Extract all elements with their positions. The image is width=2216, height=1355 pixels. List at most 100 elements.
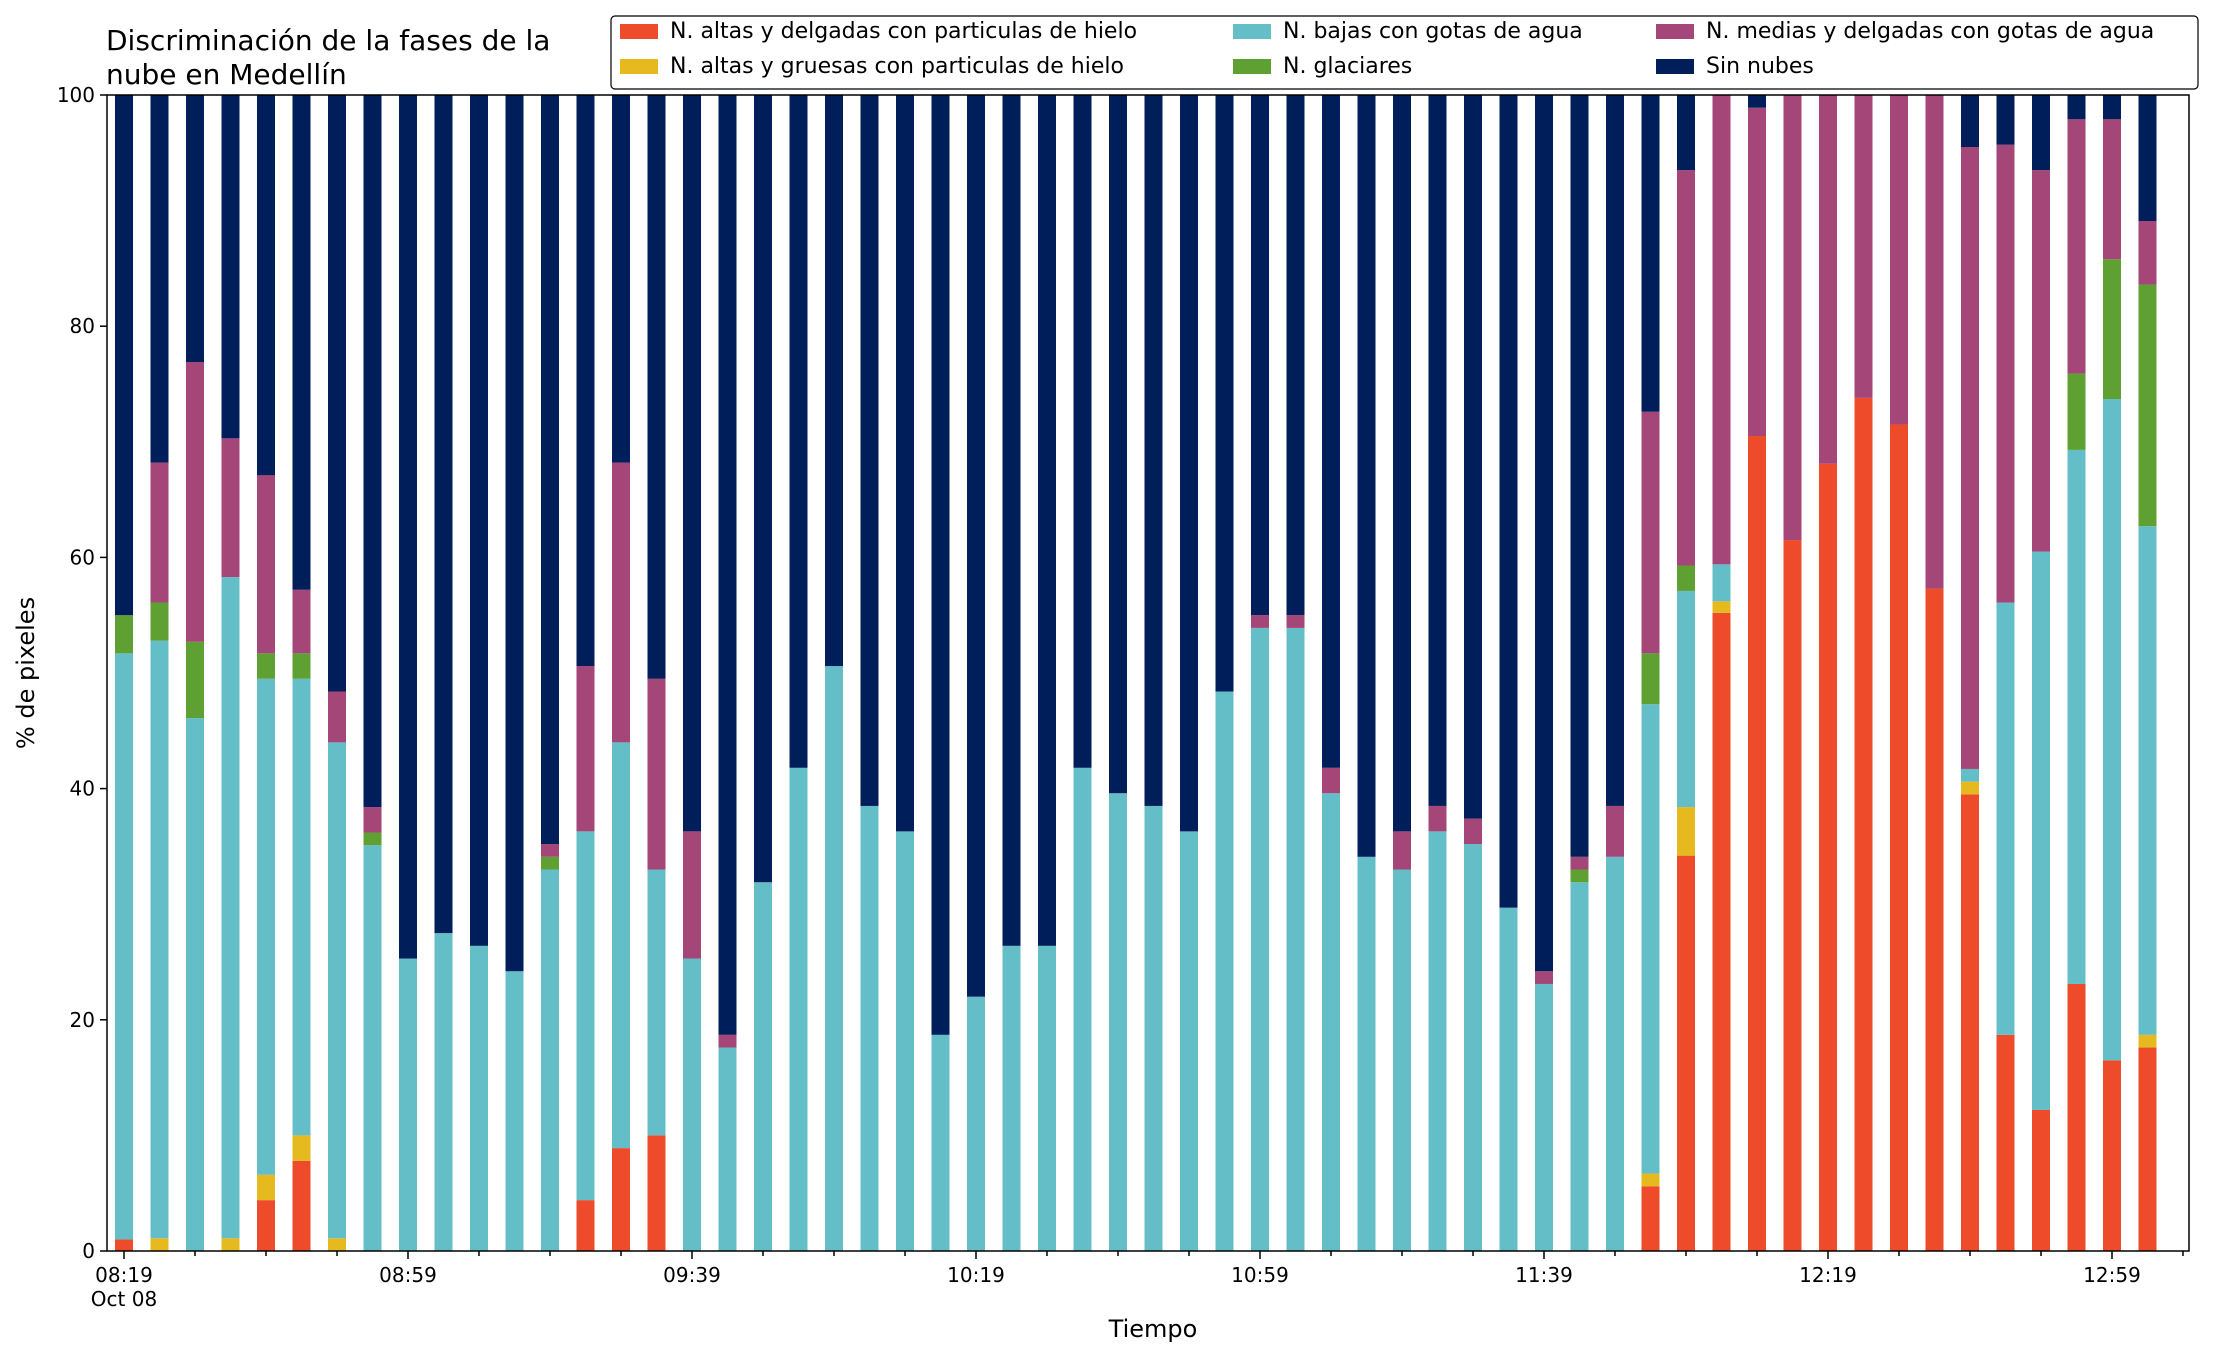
bar-segment-4-57 [2138, 221, 2157, 285]
y-tick-label: 40 [70, 777, 95, 801]
bar-segment-4-14 [612, 462, 630, 743]
bar-segment-5-8 [399, 95, 417, 959]
bar-segment-5-28 [1109, 95, 1127, 794]
bar-segment-2-53 [1996, 602, 2015, 1035]
bar-segment-4-6 [328, 691, 346, 743]
bar-segment-0-5 [292, 1160, 311, 1251]
bar-segment-5-55 [2067, 95, 2086, 120]
bar-segment-2-44 [1677, 590, 1695, 808]
bar-segment-2-6 [328, 742, 346, 1239]
bar-segment-5-5 [292, 95, 311, 590]
bar-segment-4-37 [1428, 805, 1447, 832]
y-tick-label: 80 [70, 314, 95, 338]
bar-segment-2-55 [2067, 449, 2086, 984]
bar-segment-3-2 [186, 641, 204, 719]
legend-entry: N. altas y gruesas con particulas de hie… [670, 54, 1124, 79]
bar-segment-2-19 [789, 767, 808, 1251]
bar-segment-5-3 [221, 95, 240, 439]
bar-segment-0-46 [1748, 436, 1766, 1251]
bar-segment-2-29 [1144, 805, 1163, 1251]
bar-segment-3-44 [1677, 565, 1695, 591]
bar-segment-3-57 [2138, 284, 2157, 527]
bar-segment-2-24 [967, 996, 985, 1251]
bar-segment-4-48 [1819, 95, 1837, 464]
x-tick-label: 11:39 [1515, 1263, 1573, 1287]
x-tick-label: 08:19 [95, 1263, 153, 1287]
bar-segment-4-32 [1251, 615, 1269, 628]
bar-segment-0-50 [1890, 424, 1908, 1252]
bar-segment-2-2 [186, 718, 204, 1251]
bar-segment-5-52 [1961, 95, 1979, 148]
bar-segment-4-49 [1854, 95, 1873, 398]
bar-segment-4-15 [647, 678, 666, 870]
bar-segment-0-14 [612, 1148, 630, 1251]
bar-segment-5-0 [115, 95, 133, 616]
bar-segment-5-42 [1606, 95, 1624, 806]
bar-segment-5-1 [150, 95, 169, 463]
x-tick-sublabel: Oct 08 [91, 1287, 157, 1311]
bar-segment-5-15 [647, 95, 666, 679]
bar-segment-2-27 [1073, 767, 1092, 1251]
bar-segment-2-13 [576, 831, 595, 1201]
legend-swatch [620, 24, 658, 39]
bar-segment-2-54 [2032, 551, 2050, 1110]
chart-title-line-1: Discriminación de la fases de la [106, 24, 550, 57]
bar-segment-0-13 [576, 1200, 595, 1251]
bar-segment-0-54 [2032, 1109, 2050, 1251]
bar-segment-5-27 [1073, 95, 1092, 768]
legend-swatch [1233, 24, 1271, 39]
bar-segment-2-12 [541, 869, 559, 1251]
chart-title: Discriminación de la fases de la nube en… [106, 24, 550, 91]
bar-segment-0-55 [2067, 983, 2086, 1251]
bar-segment-5-24 [967, 95, 985, 997]
bar-segment-4-1 [150, 462, 169, 603]
bar-segment-2-37 [1428, 831, 1447, 1251]
bar-segment-5-4 [257, 95, 275, 476]
bar-segment-5-18 [754, 95, 772, 883]
bar-segment-5-38 [1464, 95, 1482, 819]
bar-segment-4-47 [1783, 95, 1802, 541]
y-tick-label: 0 [82, 1239, 95, 1263]
bar-segment-0-0 [115, 1239, 133, 1251]
bar-segment-4-38 [1464, 818, 1482, 845]
bar-segment-0-56 [2103, 1060, 2121, 1251]
bar-segment-4-36 [1393, 831, 1411, 870]
bar-segment-2-4 [257, 678, 275, 1175]
bar-segment-2-45 [1712, 564, 1731, 602]
bar-segment-5-13 [576, 95, 595, 667]
bar-segment-2-42 [1606, 856, 1624, 1251]
bar-segment-0-53 [1996, 1034, 2015, 1251]
bar-segment-5-10 [470, 95, 488, 946]
bar-segment-2-34 [1322, 793, 1340, 1251]
bar-segment-0-49 [1854, 397, 1873, 1251]
bar-segment-4-4 [257, 475, 275, 654]
y-axis: 0 20 40 60 80 100 [57, 83, 107, 1263]
bar-segment-4-7 [363, 807, 382, 833]
bar-segment-4-17 [718, 1034, 737, 1048]
bar-segment-1-52 [1961, 781, 1979, 795]
bar-segment-2-26 [1038, 945, 1056, 1251]
bar-segment-5-37 [1428, 95, 1447, 806]
bar-segment-3-4 [257, 653, 275, 679]
bar-segment-2-10 [470, 945, 488, 1251]
bar-segment-5-20 [825, 95, 843, 667]
bar-segment-5-57 [2138, 95, 2157, 222]
bar-segment-3-41 [1570, 869, 1589, 883]
bar-segment-1-4 [257, 1174, 275, 1201]
legend: N. altas y delgadas con particulas de hi… [610, 15, 2199, 90]
bar-segment-4-43 [1641, 411, 1660, 654]
bar-segment-1-45 [1712, 601, 1731, 613]
bar-segment-4-46 [1748, 107, 1766, 437]
bar-segment-5-46 [1748, 95, 1766, 108]
bar-segment-5-12 [541, 95, 559, 845]
bar-segment-5-34 [1322, 95, 1340, 768]
bar-segment-2-43 [1641, 704, 1660, 1174]
bar-segment-5-43 [1641, 95, 1660, 412]
bar-segment-2-25 [1002, 945, 1021, 1251]
bar-segment-5-56 [2103, 95, 2121, 120]
legend-swatch [1656, 59, 1694, 74]
x-tick-label: 10:19 [947, 1263, 1005, 1287]
legend-entry: N. bajas con gotas de agua [1283, 19, 1583, 44]
bar-segment-4-44 [1677, 170, 1695, 566]
